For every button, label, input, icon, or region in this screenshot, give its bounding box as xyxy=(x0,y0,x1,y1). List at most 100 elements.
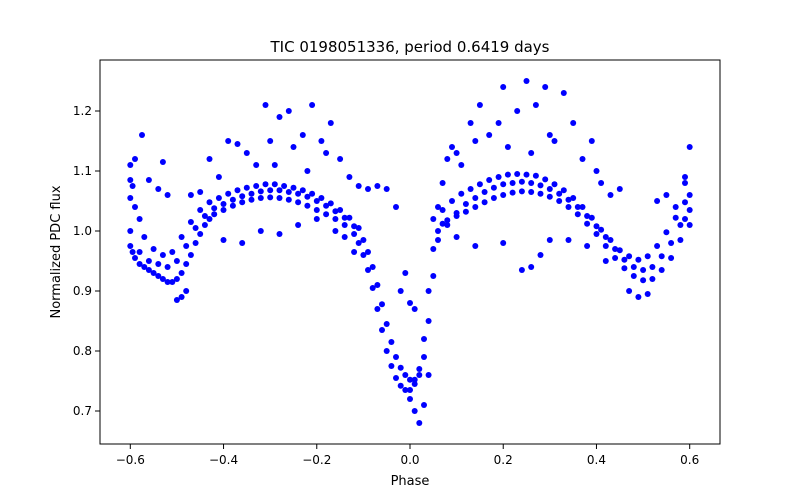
data-point xyxy=(129,183,136,189)
data-point xyxy=(239,199,246,206)
data-point xyxy=(504,144,511,150)
data-point xyxy=(411,306,418,312)
data-point xyxy=(313,198,320,204)
data-point xyxy=(435,228,441,234)
data-point xyxy=(425,372,432,378)
data-point xyxy=(546,132,553,138)
data-point xyxy=(407,300,413,306)
data-point xyxy=(565,237,572,243)
data-point xyxy=(290,144,297,150)
data-point xyxy=(444,217,451,224)
x-axis-label: Phase xyxy=(391,474,430,489)
data-point xyxy=(421,354,427,360)
y-tick-label: 1.2 xyxy=(73,104,92,118)
data-point xyxy=(462,208,469,215)
data-point xyxy=(644,253,651,260)
x-tick-label: 0.2 xyxy=(494,453,513,467)
data-point xyxy=(276,231,283,237)
data-point xyxy=(383,321,390,327)
data-point xyxy=(267,138,274,144)
data-point xyxy=(640,267,647,273)
data-point xyxy=(458,162,465,168)
data-point xyxy=(411,408,418,414)
data-point xyxy=(397,382,404,389)
data-point xyxy=(407,387,413,393)
data-point xyxy=(686,144,693,150)
data-point xyxy=(355,183,362,189)
data-point xyxy=(309,102,316,108)
data-point xyxy=(211,211,218,218)
data-point xyxy=(416,366,423,372)
data-point xyxy=(327,120,334,126)
data-point xyxy=(481,199,488,206)
data-point xyxy=(253,162,260,168)
data-point xyxy=(234,187,241,194)
data-point xyxy=(393,354,399,360)
data-point xyxy=(285,189,292,195)
data-point xyxy=(495,120,502,126)
data-point xyxy=(509,180,516,186)
data-points xyxy=(127,78,693,426)
data-point xyxy=(127,177,134,183)
data-point xyxy=(178,234,185,240)
data-point xyxy=(430,216,437,222)
data-point xyxy=(486,132,493,138)
data-point xyxy=(332,216,339,222)
data-point xyxy=(444,222,451,228)
x-tick-label: −0.4 xyxy=(209,453,238,467)
data-point xyxy=(663,229,670,236)
data-point xyxy=(663,192,670,198)
data-point xyxy=(682,174,688,180)
data-point xyxy=(411,376,418,383)
data-point xyxy=(640,277,647,284)
data-point xyxy=(593,223,600,230)
data-point xyxy=(173,276,180,282)
data-point xyxy=(187,252,194,258)
data-point xyxy=(225,190,232,197)
data-point xyxy=(159,252,166,258)
data-point xyxy=(127,195,134,201)
data-point xyxy=(537,182,544,189)
data-point xyxy=(285,108,292,114)
data-point xyxy=(593,231,600,237)
data-point xyxy=(584,213,591,219)
data-point xyxy=(299,132,306,138)
data-point xyxy=(537,190,544,197)
data-point xyxy=(472,243,479,249)
data-point xyxy=(546,193,553,200)
data-point xyxy=(178,294,185,300)
data-point xyxy=(132,204,138,210)
data-point xyxy=(435,237,441,243)
data-point xyxy=(504,171,511,178)
data-point xyxy=(686,222,693,228)
data-point xyxy=(257,188,264,195)
data-point xyxy=(616,186,623,192)
data-point xyxy=(672,214,679,221)
data-point xyxy=(453,210,460,216)
data-point xyxy=(267,187,274,194)
data-point xyxy=(192,240,199,246)
data-point xyxy=(407,396,413,402)
data-point xyxy=(598,226,605,233)
data-point xyxy=(635,294,642,300)
data-point xyxy=(192,225,199,231)
y-axis: 0.7 0.8 0.9 1.0 1.1 1.2 xyxy=(73,104,100,418)
data-point xyxy=(379,327,385,333)
data-point xyxy=(129,249,136,255)
data-point xyxy=(257,195,264,201)
data-point xyxy=(467,186,474,192)
data-point xyxy=(579,204,586,210)
data-point xyxy=(682,199,688,206)
data-point xyxy=(337,156,344,162)
data-point xyxy=(164,192,171,198)
data-point xyxy=(365,186,371,192)
data-point xyxy=(136,261,143,267)
data-point xyxy=(397,364,404,371)
data-point xyxy=(323,211,330,218)
data-point xyxy=(668,240,675,246)
data-point xyxy=(355,225,362,231)
data-point xyxy=(509,189,516,196)
data-point xyxy=(528,150,535,156)
data-point xyxy=(169,279,176,285)
data-point xyxy=(560,90,567,96)
